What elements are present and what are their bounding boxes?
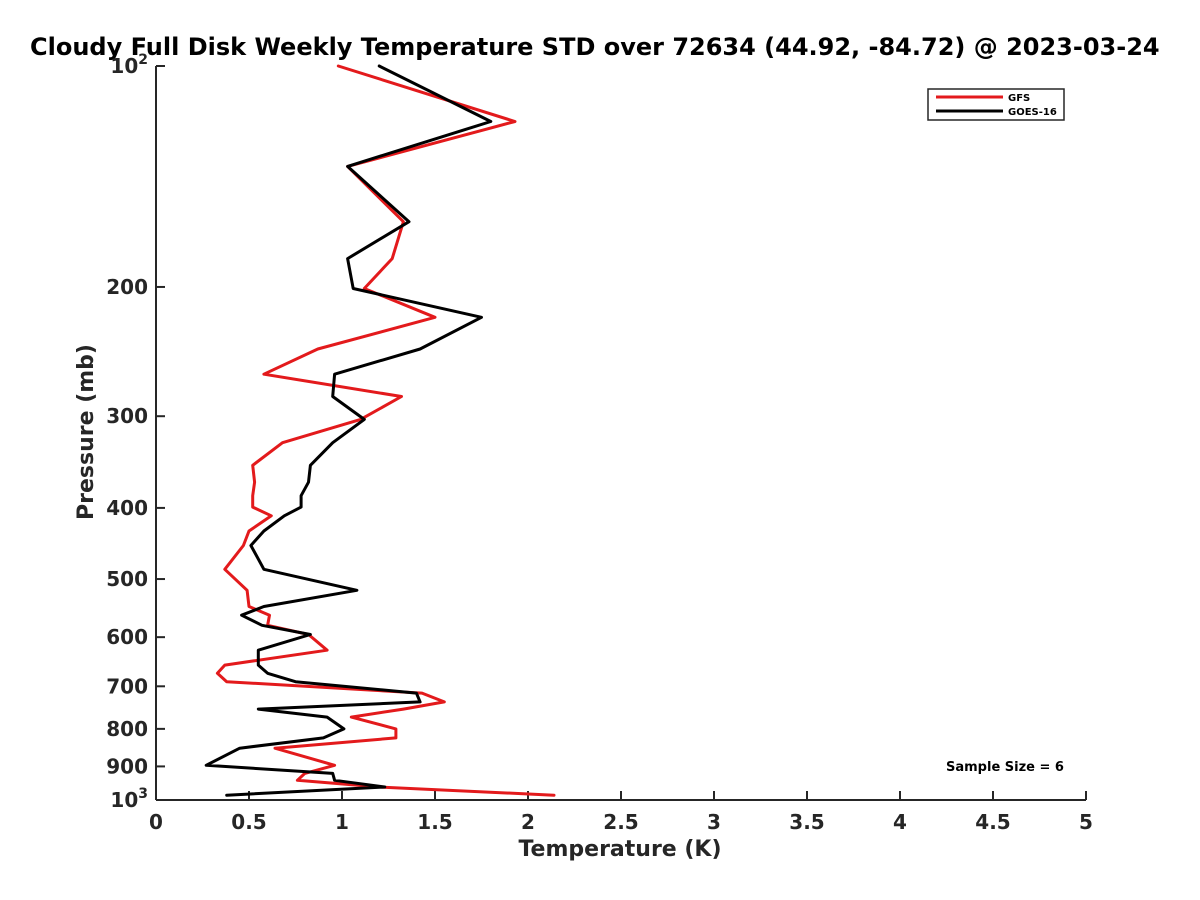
x-tick-label: 0.5 bbox=[231, 810, 266, 834]
x-tick-label: 1.5 bbox=[417, 810, 452, 834]
plot-area: 0 0.5 1 1.5 2 2.5 3 3.5 4 4.5 5 102 200 300 400 500 600… bbox=[106, 52, 1093, 834]
series-line-gfs bbox=[215, 64, 556, 797]
sample-size-annotation: Sample Size = 6 bbox=[946, 760, 1064, 775]
legend-box bbox=[927, 88, 1065, 121]
y-tick-label: 900 bbox=[106, 754, 148, 778]
y-tick-label: 300 bbox=[106, 404, 148, 428]
x-axis-ticks: 0 0.5 1 1.5 2 2.5 3 3.5 4 4.5 5 bbox=[149, 791, 1093, 834]
x-tick-label: 3 bbox=[707, 810, 721, 834]
x-tick-label: 1 bbox=[335, 810, 349, 834]
y-axis-ticks: 102 200 300 400 500 600 700 800 900 103 bbox=[106, 52, 165, 812]
y-tick-label: 600 bbox=[106, 625, 148, 649]
x-tick-label: 0 bbox=[149, 810, 163, 834]
y-tick-label: 500 bbox=[106, 567, 148, 591]
y-tick-label: 103 bbox=[110, 786, 148, 812]
y-tick-label: 800 bbox=[106, 717, 148, 741]
y-tick-label: 400 bbox=[106, 496, 148, 520]
legend-label-gfs: GFS bbox=[1008, 93, 1030, 104]
x-tick-label: 2.5 bbox=[603, 810, 638, 834]
y-tick-label: 102 bbox=[110, 52, 148, 78]
x-tick-label: 4.5 bbox=[975, 810, 1010, 834]
series-line-goes16 bbox=[204, 64, 493, 797]
x-tick-label: 3.5 bbox=[789, 810, 824, 834]
y-tick-label: 700 bbox=[106, 674, 148, 698]
x-axis-label: Temperature (K) bbox=[518, 837, 721, 862]
x-tick-label: 2 bbox=[521, 810, 535, 834]
chart-title: Cloudy Full Disk Weekly Temperature STD … bbox=[30, 33, 1160, 61]
legend: GFS GOES-16 bbox=[927, 88, 1065, 121]
legend-label-goes16: GOES-16 bbox=[1008, 107, 1057, 118]
y-axis-label: Pressure (mb) bbox=[74, 344, 99, 520]
x-tick-label: 5 bbox=[1079, 810, 1093, 834]
series-layer bbox=[204, 64, 556, 797]
y-tick-label: 200 bbox=[106, 275, 148, 299]
x-tick-label: 4 bbox=[893, 810, 907, 834]
